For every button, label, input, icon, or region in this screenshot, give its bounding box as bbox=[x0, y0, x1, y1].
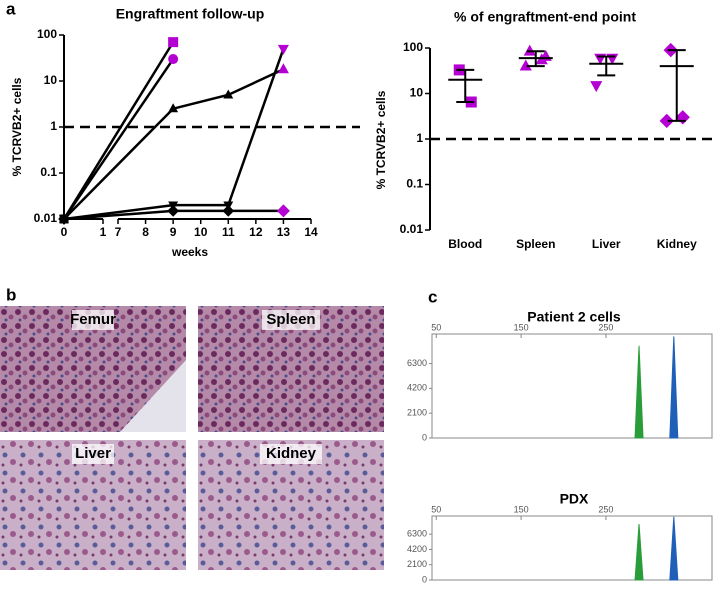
series-line bbox=[63, 48, 285, 221]
x-tick-label: 13 bbox=[277, 225, 291, 239]
plot-frame bbox=[431, 333, 713, 439]
x-tick-label: 10 bbox=[194, 225, 208, 239]
chart-title: PDX bbox=[560, 491, 589, 507]
y-tick-label: 100 bbox=[37, 27, 57, 41]
y-tick-label: 0.01 bbox=[400, 222, 424, 236]
chart-title: Patient 2 cells bbox=[527, 309, 621, 325]
x-axis-label: weeks bbox=[171, 245, 208, 259]
x-tick-label: 150 bbox=[514, 322, 529, 332]
y-tick-label: 2100 bbox=[407, 408, 427, 418]
x-tick-label: 7 bbox=[115, 225, 122, 239]
y-tick-label: 0 bbox=[422, 432, 427, 442]
x-tick-label: 8 bbox=[142, 225, 149, 239]
x-tick-label: Liver bbox=[592, 237, 621, 251]
marker bbox=[222, 205, 235, 217]
y-tick-label: 6300 bbox=[407, 358, 427, 368]
x-tick-label: 0 bbox=[61, 225, 68, 239]
y-tick-label: 0.01 bbox=[34, 211, 58, 225]
peak bbox=[669, 516, 679, 581]
image-bone bbox=[120, 360, 186, 432]
x-tick-label: Blood bbox=[448, 237, 482, 251]
x-tick-label: 1 bbox=[100, 225, 107, 239]
x-tick-label: 9 bbox=[170, 225, 177, 239]
x-tick-label: 12 bbox=[249, 225, 263, 239]
x-tick-label: 50 bbox=[431, 504, 441, 514]
marker bbox=[523, 44, 536, 56]
image-label: Kidney bbox=[266, 445, 317, 462]
panel-label: b bbox=[6, 285, 16, 304]
x-tick-label: 50 bbox=[431, 322, 441, 332]
y-tick-label: 0.1 bbox=[406, 177, 423, 191]
series-line bbox=[63, 209, 284, 221]
series-line bbox=[63, 68, 284, 220]
marker bbox=[168, 103, 179, 113]
peak bbox=[634, 523, 644, 581]
y-tick-label: 100 bbox=[403, 40, 423, 54]
marker bbox=[590, 81, 603, 93]
panel-label: a bbox=[6, 0, 16, 18]
y-tick-label: 2100 bbox=[407, 559, 427, 569]
marker bbox=[659, 113, 674, 129]
y-tick-label: 6300 bbox=[407, 529, 427, 539]
marker bbox=[168, 37, 179, 48]
chart-title: Engraftment follow-up bbox=[116, 6, 265, 22]
marker bbox=[58, 213, 70, 225]
y-tick-label: 4200 bbox=[407, 383, 427, 393]
histology-images: Femur Spleen Liver Kidney bbox=[0, 306, 384, 570]
x-tick-label: 250 bbox=[598, 504, 613, 514]
x-tick-label: 250 bbox=[598, 322, 613, 332]
marker bbox=[168, 54, 179, 65]
y-axis-label: % TCRVB2+ cells bbox=[10, 77, 24, 176]
x-tick-label: 150 bbox=[514, 504, 529, 514]
image-label: Liver bbox=[75, 445, 111, 462]
x-tick-label: Kidney bbox=[657, 237, 697, 251]
marker bbox=[223, 89, 234, 99]
y-tick-label: 1 bbox=[50, 119, 57, 133]
plot-frame bbox=[431, 515, 713, 581]
marker bbox=[519, 59, 532, 71]
y-axis-label: % TCRVB2+ cells bbox=[374, 90, 388, 189]
image-label: Spleen bbox=[266, 311, 315, 328]
y-tick-label: 0.1 bbox=[40, 165, 57, 179]
panel-label: c bbox=[428, 287, 437, 306]
y-tick-label: 1 bbox=[416, 131, 423, 145]
marker bbox=[277, 63, 289, 74]
marker bbox=[276, 204, 290, 218]
peak bbox=[669, 336, 679, 439]
x-tick-label: Spleen bbox=[516, 237, 555, 251]
y-tick-label: 10 bbox=[410, 86, 424, 100]
series-line bbox=[62, 41, 175, 220]
image-label: Femur bbox=[70, 311, 116, 328]
chart-title: % of engraftment-end point bbox=[454, 9, 636, 25]
y-tick-label: 0 bbox=[422, 574, 427, 584]
series-line bbox=[62, 58, 175, 220]
peak bbox=[634, 345, 644, 439]
marker bbox=[277, 44, 289, 55]
x-tick-label: 11 bbox=[222, 225, 235, 239]
y-tick-label: 4200 bbox=[407, 544, 427, 554]
y-tick-label: 10 bbox=[44, 73, 58, 87]
x-tick-label: 14 bbox=[304, 225, 318, 239]
marker bbox=[167, 205, 179, 217]
